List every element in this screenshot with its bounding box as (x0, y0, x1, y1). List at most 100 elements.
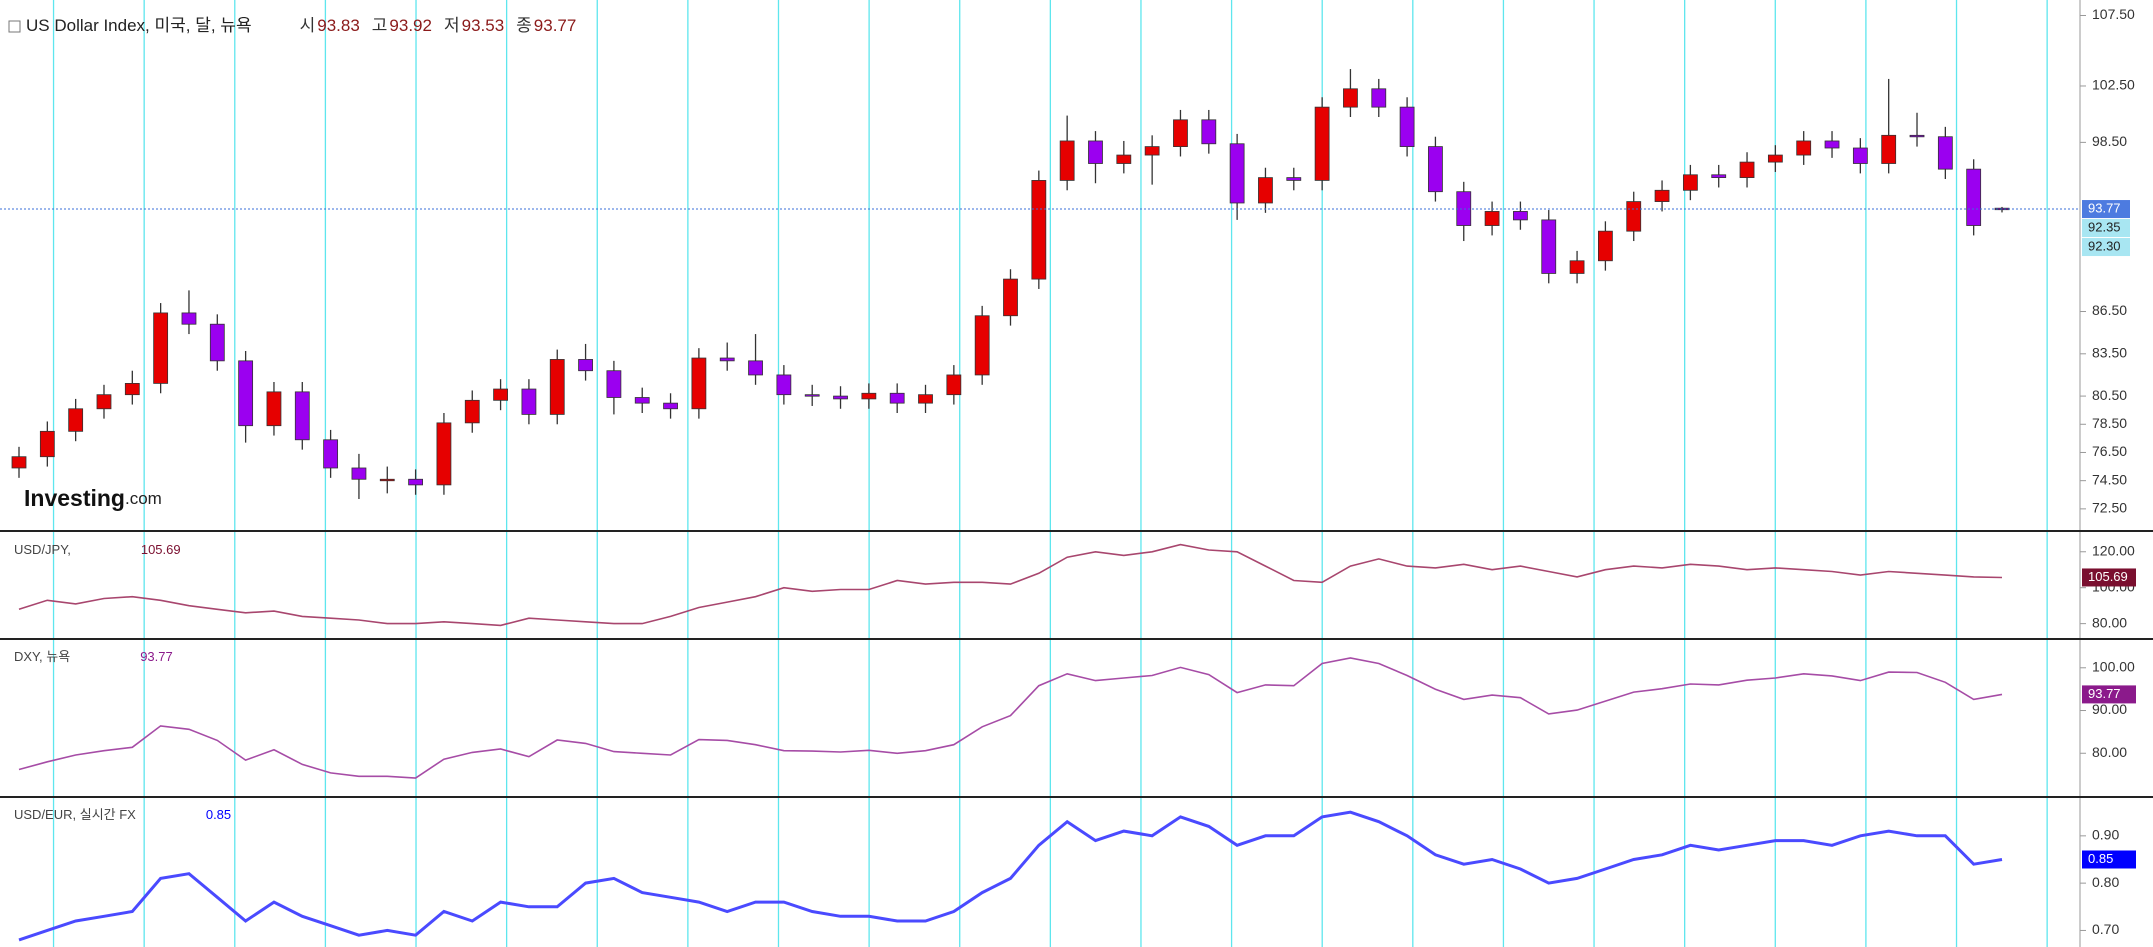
last-price-label: 93.77 (2088, 200, 2121, 215)
candle-body (436, 422, 452, 486)
header: US Dollar Index, 미국, 달, 뉴욕 시 93.83 고 93.92 저 9… (26, 16, 576, 35)
y-tick-label: 0.80 (2092, 874, 2119, 890)
logo-suffix: .com (125, 489, 162, 508)
candle-body (294, 391, 310, 441)
candle-body (1144, 146, 1160, 156)
series-line (18, 657, 2003, 779)
series-line (18, 810, 2003, 942)
pane-name: DXY, 뉴욕 (14, 649, 70, 664)
candle-body (209, 323, 225, 362)
candle-body (1428, 146, 1443, 193)
candle-body (663, 402, 678, 410)
candle-body (1569, 260, 1585, 274)
y-tick-label: 80.00 (2092, 744, 2127, 760)
y-tick-label: 107.50 (2092, 6, 2135, 22)
candle-body (181, 312, 197, 325)
candle-body (1258, 177, 1273, 204)
price-mark-box (2082, 219, 2130, 238)
y-tick-label: 74.50 (2092, 471, 2127, 487)
candle-body (1116, 154, 1132, 164)
candle-body (96, 394, 112, 410)
last-value-box (2082, 685, 2136, 704)
collapse-icon[interactable] (8, 20, 21, 33)
candle-body (1682, 174, 1698, 191)
candle-body (1513, 211, 1528, 221)
candle-body (549, 359, 565, 415)
candle-body (1966, 168, 1982, 226)
last-value-label: 105.69 (2088, 569, 2128, 584)
candle-body (238, 360, 254, 427)
candle-body (1399, 106, 1415, 147)
ohlc-label: 고 (372, 16, 388, 35)
candle-body (606, 370, 622, 398)
y-tick-label: 78.50 (2092, 415, 2127, 431)
candle-body (719, 357, 735, 362)
candle-body (578, 359, 593, 372)
logo-name: Investing (24, 485, 125, 511)
candle-body (691, 357, 707, 410)
y-tick-label: 100.00 (2092, 658, 2135, 674)
candle-body (1711, 174, 1727, 179)
y-tick-label: 80.00 (2092, 614, 2127, 630)
candle-body (918, 394, 933, 404)
y-tick-label: 0.70 (2092, 921, 2119, 937)
candle-body (1484, 211, 1500, 226)
candle-body (1598, 230, 1613, 262)
vertical-grid (52, 0, 2048, 947)
candle-body (11, 456, 27, 469)
candle-body (1286, 177, 1302, 181)
candle-body (1626, 201, 1642, 232)
candle-body (1796, 140, 1812, 156)
candle-body (521, 388, 537, 415)
chart-title: US Dollar Index, 미국, 달, 뉴욕 (26, 16, 252, 35)
candle-body (748, 360, 763, 376)
last-value-box (2082, 850, 2136, 869)
pane-name: USD/JPY, (14, 542, 71, 557)
y-tick-label: 86.50 (2092, 302, 2127, 318)
candle-body (323, 439, 339, 469)
candle-body (1739, 161, 1755, 179)
candle-body (1881, 134, 1897, 164)
series-line (18, 543, 2003, 627)
candle-body (1201, 119, 1217, 145)
candle-body (1031, 180, 1047, 280)
candle-body (68, 408, 84, 432)
candle-body (634, 397, 650, 404)
candle-body (1909, 134, 1925, 138)
pane-header: DXY, 뉴욕 93.77 (14, 649, 173, 664)
candle-body (408, 478, 424, 486)
candle-body (776, 374, 792, 396)
ohlc-value: 93.77 (534, 16, 577, 35)
candle-body (1003, 278, 1018, 317)
ohlc-label: 저 (444, 16, 460, 35)
y-tick-label: 76.50 (2092, 443, 2127, 459)
candle-body (861, 392, 877, 400)
candle-body (379, 478, 395, 482)
y-tick-label: 90.00 (2092, 701, 2127, 717)
price-mark-label: 92.35 (2088, 219, 2121, 234)
pane-header: USD/EUR, 실시간 FX 0.85 (14, 807, 231, 822)
candle-body (1173, 119, 1188, 147)
ohlc-label: 시 (300, 16, 316, 35)
y-tick-label: 98.50 (2092, 133, 2127, 149)
price-mark-box (2082, 238, 2130, 257)
candle-body (889, 392, 905, 404)
candle-body (1654, 189, 1670, 202)
last-value-label: 0.85 (2088, 851, 2113, 866)
y-tick-label: 0.90 (2092, 827, 2119, 843)
candle-body (833, 395, 848, 400)
candle-body (493, 388, 508, 401)
ohlc-value: 93.53 (462, 16, 505, 35)
y-tick-label: 72.50 (2092, 500, 2127, 516)
candle-body (1541, 219, 1557, 274)
candle-body (124, 383, 140, 396)
candle-body (1059, 140, 1075, 181)
candle-body (1371, 88, 1387, 108)
candle-body (1343, 88, 1358, 108)
pane-name: USD/EUR, 실시간 FX (14, 807, 136, 822)
candle-body (464, 399, 480, 424)
last-price-box (2082, 200, 2130, 219)
candle-body (1852, 147, 1868, 164)
candle-body (1767, 154, 1783, 163)
